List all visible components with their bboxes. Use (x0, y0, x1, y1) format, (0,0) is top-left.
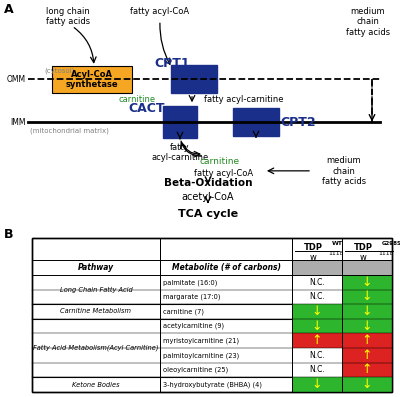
Text: TCA cycle: TCA cycle (178, 209, 238, 219)
Text: Pathway: Pathway (78, 263, 114, 272)
Text: N.C.: N.C. (309, 366, 325, 374)
Bar (292, 333, 342, 348)
Text: medium
chain
fatty acids: medium chain fatty acids (346, 7, 390, 37)
Text: N.C.: N.C. (309, 292, 325, 301)
Bar (342, 289, 392, 304)
Bar (342, 377, 392, 392)
Bar (342, 319, 392, 333)
Text: ↓: ↓ (362, 290, 372, 303)
Text: CPT1: CPT1 (154, 57, 190, 70)
Text: palmitoylcarnitine (23): palmitoylcarnitine (23) (163, 352, 240, 358)
Text: 1118: 1118 (378, 251, 394, 256)
Text: CACT: CACT (128, 102, 164, 115)
Text: ↓: ↓ (362, 378, 372, 391)
Bar (292, 260, 342, 275)
Text: TDP: TDP (354, 243, 372, 252)
Bar (342, 333, 392, 348)
Bar (292, 319, 342, 333)
Text: ↓: ↓ (312, 305, 322, 318)
Text: N.C.: N.C. (309, 351, 325, 360)
Text: Acyl-CoA
synthetase: Acyl-CoA synthetase (66, 69, 118, 89)
Bar (342, 362, 392, 377)
Text: CPT2: CPT2 (280, 116, 316, 129)
Text: w: w (310, 252, 316, 262)
Text: (cytosol): (cytosol) (44, 67, 74, 73)
Text: fatty acyl-CoA: fatty acyl-CoA (130, 7, 190, 16)
Text: medium
chain
fatty acids: medium chain fatty acids (322, 156, 366, 186)
FancyBboxPatch shape (171, 65, 217, 93)
Bar (292, 377, 342, 392)
Text: acetylcarnitine (9): acetylcarnitine (9) (163, 323, 224, 330)
Text: acetyl-CoA: acetyl-CoA (182, 192, 234, 202)
Bar (342, 348, 392, 362)
Text: ↓: ↓ (362, 305, 372, 318)
Bar (342, 275, 392, 289)
Text: Metabolite (# of carbons): Metabolite (# of carbons) (172, 263, 280, 272)
Text: w: w (360, 252, 366, 262)
Text: Fatty Acid Metabolism(Acyl Carnitine): Fatty Acid Metabolism(Acyl Carnitine) (33, 345, 159, 351)
Text: 3-hydroxybutyrate (BHBA) (4): 3-hydroxybutyrate (BHBA) (4) (163, 382, 262, 388)
Text: WT: WT (332, 241, 343, 246)
Text: myristoylcarnitine (21): myristoylcarnitine (21) (163, 337, 239, 344)
Text: G298S: G298S (382, 241, 400, 246)
Text: N.C.: N.C. (309, 278, 325, 287)
FancyBboxPatch shape (52, 66, 132, 93)
Text: ↑: ↑ (362, 349, 372, 362)
Text: OMM: OMM (7, 75, 26, 84)
Text: ↑: ↑ (362, 334, 372, 347)
Text: margarate (17:0): margarate (17:0) (163, 294, 221, 300)
Text: Long Chain Fatty Acid: Long Chain Fatty Acid (60, 287, 132, 293)
Text: TDP: TDP (304, 243, 322, 252)
Text: Carnitine Metabolism: Carnitine Metabolism (60, 308, 132, 314)
Text: ↓: ↓ (312, 320, 322, 333)
FancyBboxPatch shape (163, 123, 197, 139)
Text: carnitine: carnitine (200, 157, 240, 166)
Text: (mitochondrial matrix): (mitochondrial matrix) (30, 128, 109, 134)
Text: fatty acyl-carnitine: fatty acyl-carnitine (204, 95, 284, 104)
FancyBboxPatch shape (163, 106, 197, 121)
Text: ↓: ↓ (362, 276, 372, 289)
Text: long chain
fatty acids: long chain fatty acids (46, 7, 90, 26)
Bar (342, 260, 392, 275)
FancyBboxPatch shape (233, 108, 279, 136)
Text: ↓: ↓ (362, 320, 372, 333)
Text: IMM: IMM (10, 118, 26, 127)
Text: A: A (4, 4, 14, 16)
Text: oleoylcarnitine (25): oleoylcarnitine (25) (163, 367, 228, 373)
Text: ↑: ↑ (312, 334, 322, 347)
Bar (342, 304, 392, 319)
Text: Beta-Oxidation: Beta-Oxidation (164, 178, 252, 188)
FancyBboxPatch shape (169, 119, 191, 125)
Text: carnitine: carnitine (119, 95, 156, 104)
Text: fatty acyl-CoA: fatty acyl-CoA (194, 169, 254, 177)
Text: carnitine (7): carnitine (7) (163, 308, 204, 315)
Text: ↓: ↓ (312, 378, 322, 391)
Text: Ketone Bodies: Ketone Bodies (72, 382, 120, 387)
Bar (292, 304, 342, 319)
Text: ↑: ↑ (362, 363, 372, 376)
Text: 1118: 1118 (328, 251, 344, 256)
Text: palmitate (16:0): palmitate (16:0) (163, 279, 218, 285)
Text: B: B (4, 228, 14, 241)
Text: fatty
acyl-carnitine: fatty acyl-carnitine (151, 143, 209, 162)
